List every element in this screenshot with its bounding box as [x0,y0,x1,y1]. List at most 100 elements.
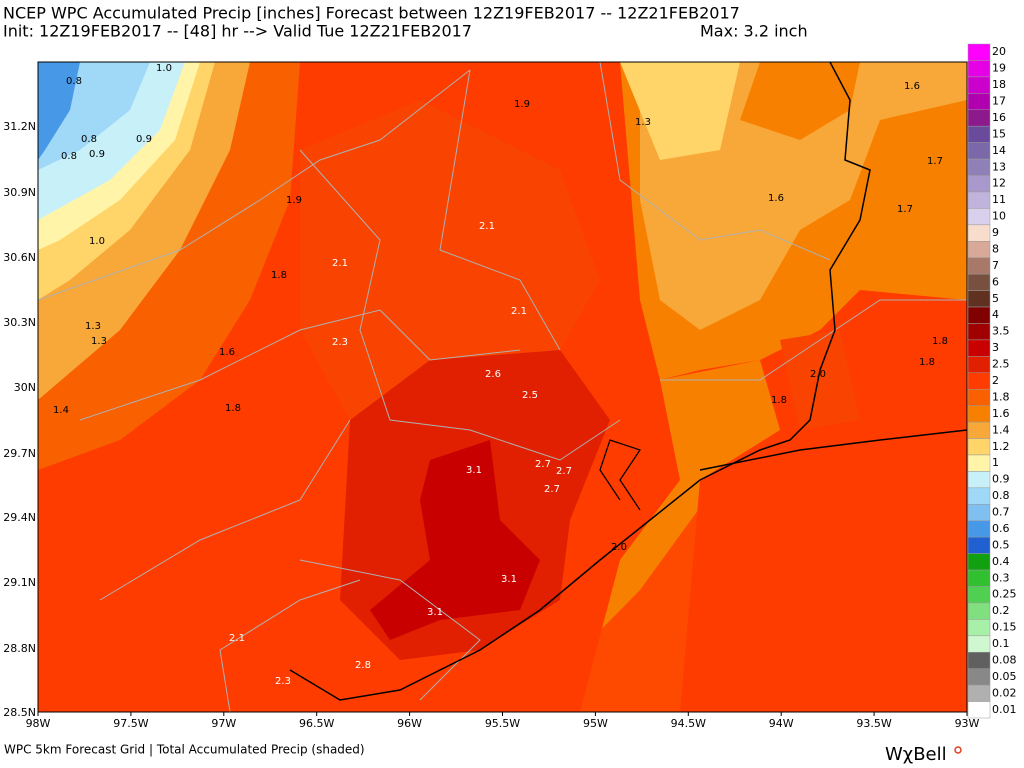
legend-label: 0.8 [992,489,1010,502]
legend-label: 9 [992,226,999,239]
legend-label: 0.7 [992,506,1010,519]
legend-label: 4 [992,308,999,321]
legend-swatch [967,668,991,686]
init: Init: 12Z19FEB2017 -- [48] hr --> Valid … [3,22,472,41]
legend-label: 17 [992,95,1006,108]
legend-label: 1 [992,456,999,469]
legend-label: 1.6 [992,407,1010,420]
lat-label: 30N [14,381,36,394]
map-value-label: 1.9 [514,99,530,110]
map-value-label: 2.1 [229,633,245,644]
legend-swatch [967,651,991,669]
map-value-label: 2.0 [810,369,826,380]
legend-label: 19 [992,62,1006,75]
map-value-label: 3.1 [466,465,482,476]
legend-label: 5 [992,292,999,305]
lat-label: 29.4N [3,511,36,524]
legend-label: 0.15 [992,621,1017,634]
map-value-label: 3.1 [427,607,443,618]
legend-swatch [967,471,991,489]
legend-label: 12 [992,177,1006,190]
legend-swatch [967,60,991,78]
legend-swatch [967,356,991,374]
legend-swatch [967,224,991,242]
legend-label: 0.2 [992,604,1010,617]
legend-swatch [967,405,991,423]
map-value-label: 1.7 [927,156,943,167]
legend-label: 0.1 [992,637,1010,650]
legend-label: 0.25 [992,588,1017,601]
map-value-label: 1.8 [771,395,787,406]
lon-label: 95.5W [485,717,520,730]
map-value-label: 2.7 [544,484,560,495]
legend-label: 6 [992,275,999,288]
brand: WχBell [885,744,947,765]
legend-swatch [967,701,991,719]
lon-label: 93W [955,717,980,730]
lon-label: 98W [26,717,51,730]
legend-swatch [967,454,991,472]
map-value-label: 1.6 [768,193,784,204]
map-value-label: 2.3 [332,337,348,348]
legend-swatch [967,339,991,357]
map-value-label: 2.8 [355,660,371,671]
lat-label: 28.5N [3,706,36,719]
map-value-label: 0.9 [89,149,105,160]
legend-label: 10 [992,210,1006,223]
legend-label: 11 [992,193,1006,206]
map-value-label: 2.1 [332,258,348,269]
legend-swatch [967,76,991,94]
legend-label: 0.6 [992,522,1010,535]
lat-label: 29.1N [3,576,36,589]
legend-label: 1.8 [992,390,1010,403]
legend-swatch [967,241,991,258]
legend-swatch [967,93,991,111]
legend-swatch [967,43,991,61]
legend-swatch [967,191,991,209]
map-value-label: 1.0 [89,236,105,247]
legend-swatch [967,142,991,160]
map-value-label: 1.8 [271,270,287,281]
map-value-label: 1.3 [91,336,107,347]
map-value-label: 2.0 [611,542,627,553]
lon-label: 94W [769,717,794,730]
lon-label: 94.5W [671,717,706,730]
legend-swatch [967,158,991,176]
legend-label: 0.01 [992,703,1017,716]
legend-label: 2 [992,374,999,387]
legend-swatch [967,208,991,226]
brand-dot [954,746,962,754]
map-value-label: 1.9 [286,195,302,206]
legend-label: 0.5 [992,538,1010,551]
title: NCEP WPC Accumulated Precip [inches] For… [3,4,740,23]
lat-label: 30.3N [3,316,36,329]
map-value-label: 1.3 [85,321,101,332]
legend-label: 16 [992,111,1006,124]
map-value-label: 1.8 [225,403,241,414]
legend-swatch [967,388,991,406]
map-value-label: 0.9 [136,134,152,145]
legend-label: 0.02 [992,686,1017,699]
map-value-label: 3.1 [501,574,517,585]
legend-swatch [967,553,991,571]
map-value-label: 0.8 [61,151,77,162]
legend-label: 20 [992,45,1006,58]
map [38,62,967,712]
legend-label: 2.5 [992,358,1010,371]
legend-label: 0.05 [992,670,1017,683]
legend-label: 3.5 [992,325,1010,338]
legend-swatch [967,602,991,620]
legend-swatch [967,586,991,604]
lat-label: 30.9N [3,186,36,199]
map-value-label: 1.8 [932,336,948,347]
legend-swatch [967,438,991,456]
legend-label: 8 [992,242,999,255]
lon-label: 97W [211,717,236,730]
legend-swatch [967,323,991,341]
legend-swatch [967,536,991,554]
lat-label: 31.2N [3,120,36,133]
legend-swatch [967,421,991,439]
map-value-label: 1.8 [919,357,935,368]
legend-swatch [967,109,991,127]
